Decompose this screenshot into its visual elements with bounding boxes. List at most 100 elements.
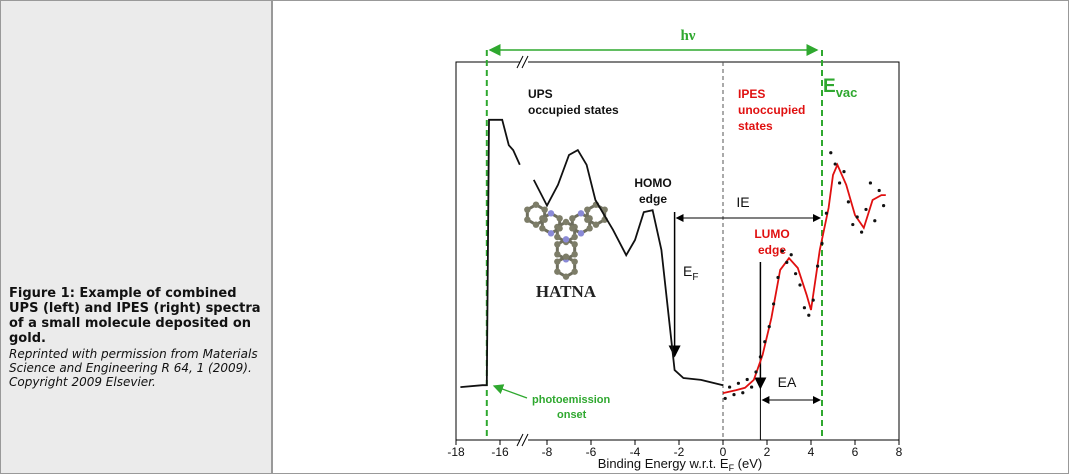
data-point xyxy=(812,299,815,302)
x-tick-label: -8 xyxy=(542,445,553,459)
x-tick-label: -16 xyxy=(491,445,509,459)
atom xyxy=(524,206,530,212)
page: Figure 1: Example of combined UPS (left)… xyxy=(0,0,1070,474)
onset-label: photoemission onset xyxy=(532,394,611,421)
atom xyxy=(554,268,560,274)
data-point xyxy=(732,393,735,396)
ef-main: E xyxy=(683,263,692,279)
homo-line: edge xyxy=(639,192,667,206)
ups-line: occupied states xyxy=(528,103,619,117)
atom xyxy=(586,225,592,231)
x-tick-label: 0 xyxy=(720,445,727,459)
photon-energy-label: hν xyxy=(680,28,695,44)
data-point xyxy=(776,276,779,279)
data-point xyxy=(882,204,885,207)
atom xyxy=(569,225,575,231)
x-tick-label: 6 xyxy=(852,445,859,459)
data-point xyxy=(750,385,753,388)
ea-label: EA xyxy=(778,374,797,390)
atom xyxy=(539,225,545,231)
data-point xyxy=(724,397,727,400)
atom xyxy=(556,215,562,221)
ipes-label: IPES unoccupied states xyxy=(738,87,805,133)
vac-main: E xyxy=(823,76,836,97)
ups-line: UPS xyxy=(528,87,553,101)
ups-label: UPS occupied states xyxy=(528,87,619,117)
data-point xyxy=(763,340,766,343)
data-point xyxy=(781,249,784,252)
atom xyxy=(571,251,577,257)
data-point xyxy=(772,302,775,305)
data-point xyxy=(869,181,872,184)
homo-label: HOMO edge xyxy=(634,176,671,206)
atom xyxy=(563,273,569,279)
ipes-line: IPES xyxy=(738,87,765,101)
atom xyxy=(578,230,584,236)
atom xyxy=(548,210,554,216)
atom xyxy=(533,221,539,227)
data-point xyxy=(878,189,881,192)
atom xyxy=(563,219,569,225)
data-point xyxy=(834,162,837,165)
x-tick-label: -4 xyxy=(630,445,641,459)
fermi-label: EF xyxy=(683,263,698,283)
data-point xyxy=(790,253,793,256)
data-point xyxy=(803,306,806,309)
atom xyxy=(524,216,530,222)
data-point xyxy=(860,231,863,234)
chart: HATNA hν Evac UPS occupied states IPES uno… xyxy=(0,0,1070,474)
atom xyxy=(554,258,560,264)
data-point xyxy=(807,314,810,317)
atom xyxy=(569,215,575,221)
atom xyxy=(533,201,539,207)
data-point xyxy=(754,370,757,373)
molecule-drawing xyxy=(524,201,608,279)
atom xyxy=(593,221,599,227)
atom xyxy=(556,225,562,231)
atom xyxy=(563,236,569,242)
atom xyxy=(541,216,547,222)
atom xyxy=(554,241,560,247)
data-point xyxy=(820,242,823,245)
data-point xyxy=(864,208,867,211)
homo-line: HOMO xyxy=(634,176,671,190)
onset-line: onset xyxy=(557,409,587,421)
data-point xyxy=(856,215,859,218)
atom xyxy=(571,258,577,264)
data-point xyxy=(829,151,832,154)
data-point xyxy=(759,355,762,358)
data-point xyxy=(816,265,819,268)
data-point xyxy=(728,385,731,388)
atom xyxy=(563,253,569,259)
data-point xyxy=(741,391,744,394)
data-point xyxy=(842,170,845,173)
data-point xyxy=(851,223,854,226)
atom xyxy=(548,230,554,236)
data-point xyxy=(737,382,740,385)
atom xyxy=(578,210,584,216)
atom xyxy=(584,206,590,212)
onset-line: photoemission xyxy=(532,394,611,406)
vac-sub: vac xyxy=(836,85,858,100)
x-tick-label: 4 xyxy=(808,445,815,459)
data-point xyxy=(825,212,828,215)
onset-arrow xyxy=(494,386,527,398)
data-point xyxy=(768,325,771,328)
atom xyxy=(571,268,577,274)
x-tick-label: -2 xyxy=(674,445,685,459)
ipes-line: states xyxy=(738,119,773,133)
lumo-line: LUMO xyxy=(754,227,789,241)
x-label-part: Binding Energy w.r.t. E xyxy=(598,456,729,471)
data-point xyxy=(785,261,788,264)
spectrum-line xyxy=(460,120,723,387)
x-tick-label: -6 xyxy=(586,445,597,459)
molecule-label: HATNA xyxy=(536,282,597,301)
ipes-line: unoccupied xyxy=(738,103,805,117)
plot-frame xyxy=(456,62,899,440)
atom xyxy=(554,251,560,257)
data-point xyxy=(838,181,841,184)
x-tick-label: 2 xyxy=(764,445,771,459)
ef-sub: F xyxy=(692,272,698,283)
atom xyxy=(571,234,577,240)
